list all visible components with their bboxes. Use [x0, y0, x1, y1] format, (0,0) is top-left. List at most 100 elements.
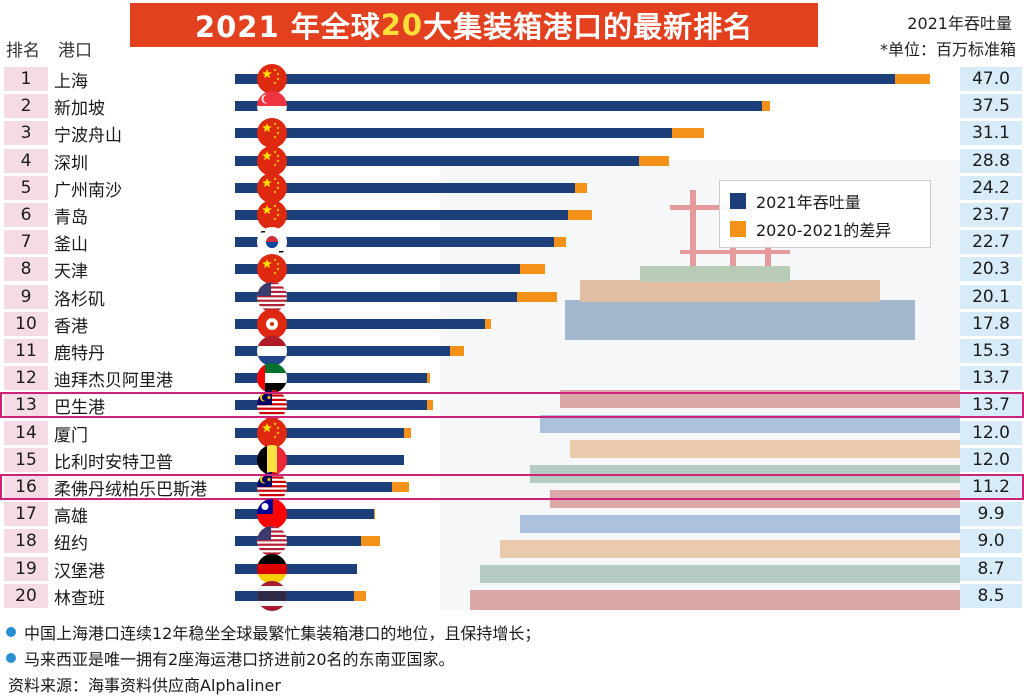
value-label: 8.5	[960, 584, 1022, 608]
china-flag-icon	[257, 254, 287, 284]
highlight-row-box	[0, 392, 1024, 418]
value-label: 8.7	[960, 557, 1022, 581]
port-name: 上海	[54, 71, 88, 92]
taiwan-flag-icon	[257, 499, 287, 529]
rank-cell: 11	[4, 339, 48, 363]
port-name: 香港	[54, 316, 88, 337]
bar-diff-2020-2021	[567, 210, 592, 220]
value-label: 13.7	[960, 366, 1022, 390]
belgium-flag-icon	[257, 445, 287, 475]
bar-diff-2020-2021	[361, 536, 380, 546]
legend-swatch-diff	[730, 221, 746, 237]
port-name: 青岛	[54, 207, 88, 228]
port-name: 新加坡	[54, 98, 105, 119]
source-note: 资料来源：海事资料供应商Alphaliner	[8, 676, 281, 695]
bar-2021-throughput	[235, 319, 485, 329]
column-header-port: 港口	[58, 41, 92, 61]
port-name: 深圳	[54, 153, 88, 174]
china-flag-icon	[257, 418, 287, 448]
port-name: 洛杉矶	[54, 289, 105, 310]
china-flag-icon	[257, 118, 287, 148]
port-name: 天津	[54, 261, 88, 282]
bar-2021-throughput	[235, 183, 575, 193]
bar-diff-2020-2021	[354, 591, 366, 601]
china-flag-icon	[257, 146, 287, 176]
rank-cell: 2	[4, 94, 48, 118]
bar-diff-2020-2021	[517, 292, 557, 302]
bar-2021-throughput	[235, 455, 404, 465]
value-label: 11.2	[960, 475, 1022, 499]
bar-diff-2020-2021	[574, 183, 588, 193]
usa-flag-icon	[257, 526, 287, 556]
south-korea-flag-icon	[257, 227, 287, 257]
bar-diff-2020-2021	[553, 237, 567, 247]
usa-flag-icon	[257, 282, 287, 312]
rank-cell: 18	[4, 529, 48, 553]
bar-diff-2020-2021	[520, 264, 546, 274]
value-label: 9.9	[960, 502, 1022, 526]
legend-label-2021: 2021年吞吐量	[756, 193, 861, 212]
bar-2021-throughput	[235, 346, 450, 356]
port-name: 高雄	[54, 506, 88, 527]
bullet-icon	[6, 653, 16, 663]
value-label: 47.0	[960, 67, 1022, 91]
bar-2021-throughput	[235, 210, 568, 220]
ship-icon	[565, 266, 915, 340]
bullet-icon	[6, 627, 16, 637]
chart-title: 2021 年全球 20 大集装箱港口的最新排名	[130, 3, 818, 47]
value-label: 12.0	[960, 448, 1022, 472]
unit-subtitle: *单位：百万标准箱	[879, 40, 1016, 59]
rank-cell: 16	[4, 475, 48, 499]
port-name: 柔佛丹绒柏乐巴斯港	[54, 479, 207, 500]
value-label: 17.8	[960, 312, 1022, 336]
bar-diff-2020-2021	[671, 128, 704, 138]
bar-2021-throughput	[235, 101, 762, 111]
bar-2021-throughput	[235, 428, 404, 438]
rank-cell: 1	[4, 67, 48, 91]
value-label: 28.8	[960, 149, 1022, 173]
bar-2021-throughput	[235, 400, 428, 410]
bar-2021-throughput	[235, 264, 521, 274]
rank-cell: 5	[4, 176, 48, 200]
thailand-flag-icon	[257, 581, 287, 611]
port-name: 厦门	[54, 425, 88, 446]
bar-diff-2020-2021	[639, 156, 669, 166]
value-label: 31.1	[960, 121, 1022, 145]
port-name: 林查班	[54, 588, 105, 609]
bar-diff-2020-2021	[485, 319, 491, 329]
bar-2021-throughput	[235, 564, 358, 574]
value-label: 23.7	[960, 203, 1022, 227]
bar-2021-throughput	[235, 591, 355, 601]
uae-flag-icon	[257, 363, 287, 393]
bar-diff-2020-2021	[761, 101, 770, 111]
bar-2021-throughput	[235, 482, 393, 492]
china-flag-icon	[257, 64, 287, 94]
note-2: 马来西亚是唯一拥有2座海运港口挤进前20名的东南亚国家。	[6, 646, 455, 670]
legend-item-diff: 2020-2021的差异	[730, 217, 891, 241]
port-name: 迪拜杰贝阿里港	[54, 370, 173, 391]
rank-cell: 12	[4, 366, 48, 390]
legend: 2021年吞吐量 2020-2021的差异	[719, 180, 931, 248]
container-stacks	[470, 390, 960, 610]
bar-diff-2020-2021	[403, 428, 411, 438]
rank-cell: 3	[4, 121, 48, 145]
port-name: 宁波舟山	[54, 125, 122, 146]
hong-kong-flag-icon	[257, 309, 287, 339]
china-flag-icon	[257, 173, 287, 203]
rank-cell: 8	[4, 257, 48, 281]
bar-2021-throughput	[235, 74, 895, 84]
value-label: 24.2	[960, 176, 1022, 200]
note-1: 中国上海港口连续12年稳坐全球最繁忙集装箱港口的地位，且保持增长；	[6, 620, 540, 644]
port-name: 釜山	[54, 234, 88, 255]
bar-diff-2020-2021	[392, 482, 410, 492]
rank-cell: 10	[4, 312, 48, 336]
legend-item-2021: 2021年吞吐量	[730, 189, 861, 213]
bar-2021-throughput	[235, 128, 672, 138]
rank-cell: 19	[4, 557, 48, 581]
highlight-row-box	[0, 474, 1024, 500]
value-label: 13.7	[960, 393, 1022, 417]
rank-cell: 9	[4, 285, 48, 309]
rank-cell: 13	[4, 393, 48, 417]
value-label: 20.3	[960, 257, 1022, 281]
legend-swatch-2021	[730, 193, 746, 209]
